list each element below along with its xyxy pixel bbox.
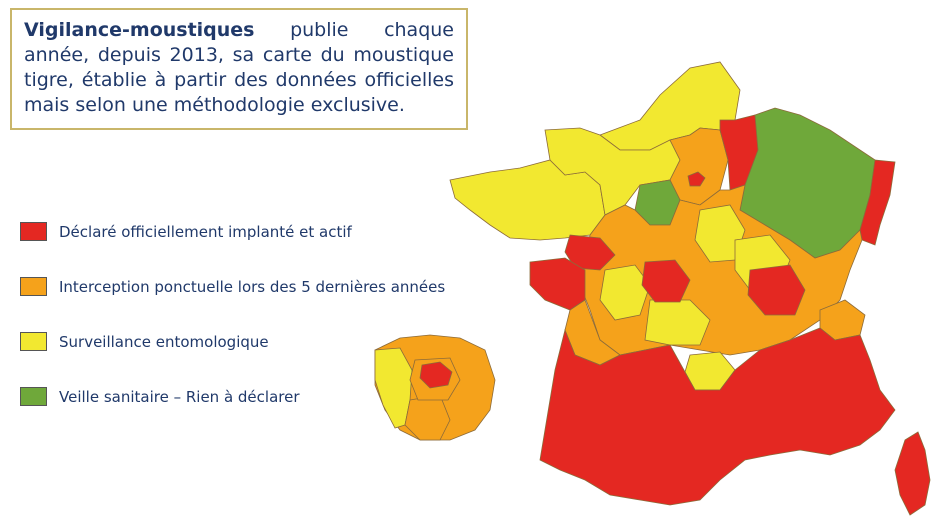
legend-item-veille: Veille sanitaire – Rien à déclarer	[20, 387, 300, 406]
inset-paris-red	[419, 361, 453, 389]
region-alsace-red	[859, 159, 896, 246]
intro-description: publie chaque année, depuis 2013, sa car…	[24, 19, 454, 116]
region-center-yellow-3	[644, 299, 711, 346]
legend-swatch-yellow	[20, 332, 47, 351]
region-corsica-red	[894, 431, 931, 516]
legend-item-interception: Interception ponctuelle lors des 5 derni…	[20, 277, 445, 296]
region-south-red	[539, 327, 896, 506]
legend-swatch-orange	[20, 277, 47, 296]
legend-swatch-green	[20, 387, 47, 406]
legend-swatch-red	[20, 222, 47, 241]
ile-de-france-inset	[374, 334, 496, 441]
region-paris-red	[687, 171, 706, 187]
region-vendee-red	[529, 257, 586, 311]
legend-item-implanted: Déclaré officiellement implanté et actif	[20, 222, 352, 241]
legend-label-implanted: Déclaré officiellement implanté et actif	[59, 222, 352, 241]
legend-label-veille: Veille sanitaire – Rien à déclarer	[59, 387, 300, 406]
region-center-red-2	[641, 259, 691, 303]
region-center-red-3	[747, 264, 806, 316]
legend-label-interception: Interception ponctuelle lors des 5 derni…	[59, 277, 446, 296]
intro-text-box: Vigilance-moustiques publie chaque année…	[10, 8, 468, 130]
legend-label-surveillance: Surveillance entomologique	[59, 332, 269, 351]
legend-item-surveillance: Surveillance entomologique	[20, 332, 269, 351]
region-center-yellow-2	[599, 264, 651, 321]
brand-name: Vigilance-moustiques	[24, 19, 255, 41]
region-center-red-1	[564, 234, 616, 271]
